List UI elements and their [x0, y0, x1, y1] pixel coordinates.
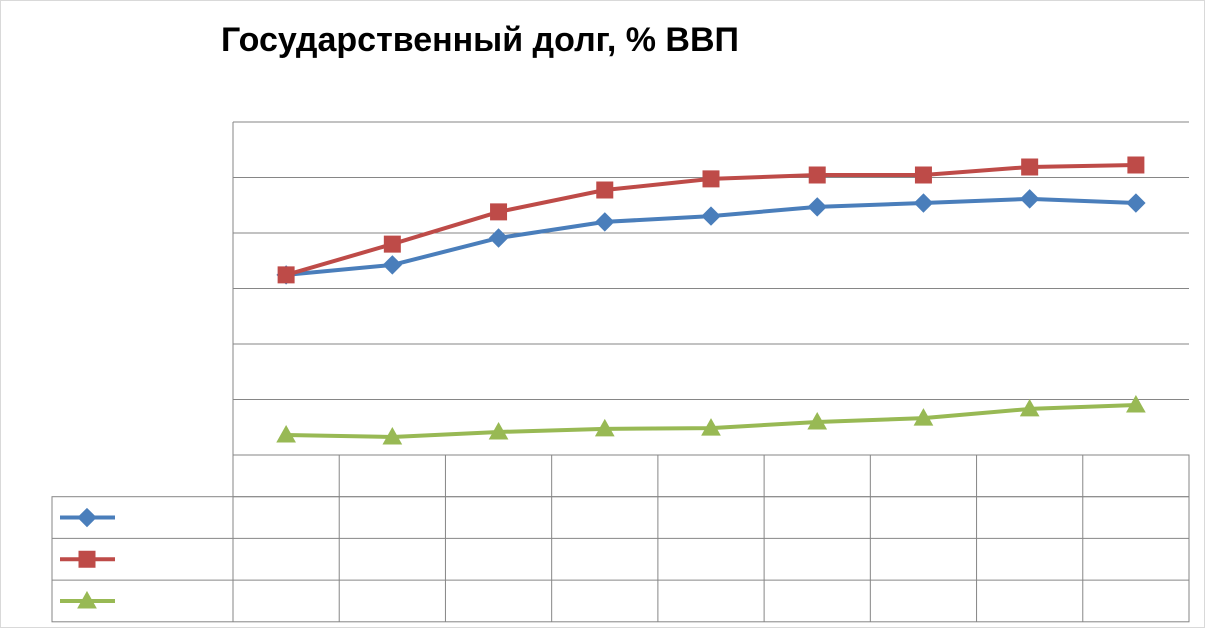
point [488, 421, 509, 440]
point [490, 203, 508, 221]
point [383, 235, 401, 253]
point [701, 206, 721, 226]
point [807, 411, 828, 430]
point [913, 408, 934, 426]
point [1021, 158, 1039, 176]
point [594, 418, 615, 437]
point [276, 425, 296, 443]
point [702, 170, 720, 188]
point [701, 418, 721, 436]
legend-marker [77, 507, 97, 528]
point [1127, 156, 1145, 174]
point [382, 255, 403, 275]
point [488, 228, 509, 248]
point [1126, 395, 1146, 413]
point [913, 193, 934, 213]
data-table-body [51, 496, 1190, 623]
point [595, 212, 615, 232]
point [1126, 193, 1146, 213]
point [807, 197, 827, 217]
legend-marker [77, 590, 97, 609]
point [1019, 398, 1040, 417]
point [914, 166, 932, 184]
point [382, 426, 403, 445]
point [808, 166, 826, 184]
legend-marker [78, 550, 96, 568]
point [277, 266, 295, 284]
chart-title: Государственный долг, % ВВП [221, 21, 739, 59]
point [1019, 189, 1040, 209]
point [596, 181, 614, 199]
